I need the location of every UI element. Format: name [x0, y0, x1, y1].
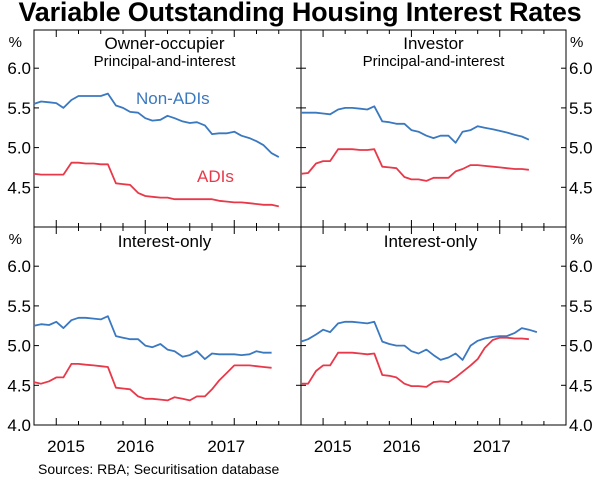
y-tick-label: 5.5 [7, 99, 31, 118]
x-tick-label: 2017 [473, 437, 511, 456]
x-tick-label: 2015 [47, 437, 85, 456]
adi-series-label: ADIs [197, 167, 234, 186]
y-tick-label: 5.5 [7, 297, 31, 316]
x-tick-label: 2017 [207, 437, 245, 456]
panel-title: Interest-only [384, 232, 478, 251]
adi-series-line [300, 148, 530, 182]
x-tick-label: 2016 [117, 437, 155, 456]
y-tick-label: 5.0 [569, 337, 593, 356]
source-note: Sources: RBA; Securitisation database [38, 461, 280, 477]
unit-label: % [9, 34, 22, 51]
non-adi-series-line [33, 92, 280, 158]
panel-title: Principal-and-interest [94, 53, 237, 70]
y-tick-label: 5.0 [7, 139, 31, 158]
adi-series-line [33, 363, 272, 402]
panel-title: Owner-occupier [105, 34, 225, 53]
y-tick-label: 5.0 [569, 139, 593, 158]
y-tick-label: 4.0 [7, 416, 31, 435]
y-tick-label: 6.0 [7, 59, 31, 78]
non-adi-series-line [300, 320, 538, 361]
y-tick-label: 6.0 [7, 257, 31, 276]
y-tick-label: 4.5 [7, 376, 31, 395]
non-adi-series-line [33, 315, 272, 360]
adi-series-line [301, 336, 529, 388]
y-tick-label: 4.5 [569, 376, 593, 395]
y-tick-label: 6.0 [569, 257, 593, 276]
chart-title: Variable Outstanding Housing Interest Ra… [18, 0, 582, 27]
unit-label: % [570, 34, 583, 51]
non-adi-series-line [301, 105, 530, 144]
y-tick-label: 4.0 [569, 416, 593, 435]
y-tick-label: 4.5 [7, 178, 31, 197]
y-tick-label: 5.5 [569, 297, 593, 316]
x-tick-label: 2016 [383, 437, 421, 456]
y-tick-label: 5.5 [569, 99, 593, 118]
unit-label: % [9, 231, 22, 248]
panel-title: Investor [403, 34, 464, 53]
unit-label: % [570, 231, 583, 248]
panel-title: Interest-only [118, 232, 212, 251]
y-tick-label: 6.0 [569, 59, 593, 78]
panel-title: Principal-and-interest [363, 53, 506, 70]
adi-series-line [33, 161, 279, 208]
y-tick-label: 5.0 [7, 337, 31, 356]
non-adi-series-label: Non-ADIs [136, 89, 210, 108]
y-tick-label: 4.5 [569, 178, 593, 197]
x-tick-label: 2015 [314, 437, 352, 456]
